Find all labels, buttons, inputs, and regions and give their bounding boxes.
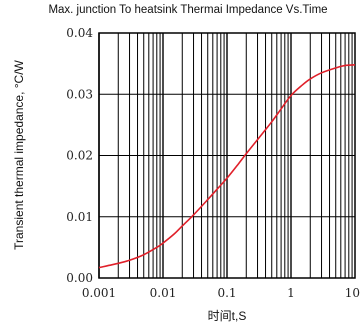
y-tick-label: 0.03 <box>66 87 93 101</box>
y-axis-label: Transient thermal impedance, °C/W <box>12 59 26 249</box>
y-tick-label: 0.04 <box>66 26 93 40</box>
chart-title: Max. junction To heatsink Thermai Impeda… <box>48 4 327 16</box>
x-tick-label: 10 <box>345 286 360 300</box>
x-tick-label: 0.01 <box>150 286 177 300</box>
plot-frame <box>98 32 356 279</box>
y-tick-label: 0.00 <box>66 271 93 285</box>
grid <box>98 32 355 279</box>
y-tick-label: 0.01 <box>66 210 93 224</box>
x-axis-label: 时间t,S <box>208 309 247 323</box>
impedance-curve <box>98 64 356 269</box>
x-tick-labels: 0.001 0.01 0.1 1 10 <box>82 286 360 300</box>
x-tick-label: 0.001 <box>82 286 116 300</box>
y-tick-labels: 0.00 0.01 0.02 0.03 0.04 <box>66 26 93 285</box>
x-tick-label: 1 <box>287 286 295 300</box>
series-layer <box>98 64 356 269</box>
x-tick-label: 0.1 <box>217 286 236 300</box>
y-tick-label: 0.02 <box>66 149 93 163</box>
